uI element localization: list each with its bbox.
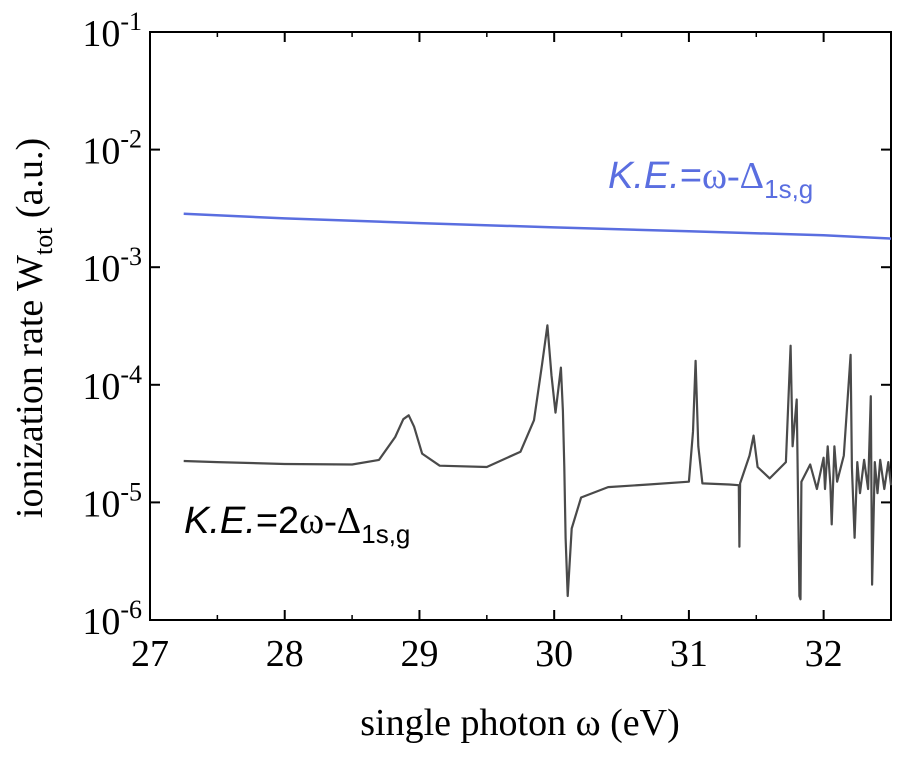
x-axis-label: single photon ω (eV) xyxy=(360,702,679,744)
y-tick-label: 10-4 xyxy=(82,360,142,408)
annotation-ke-2omega: K.E.=2ω-Δ1s,g xyxy=(184,500,410,549)
y-axis-label: ionization rate Wtot (a.u.) xyxy=(9,138,58,518)
y-tick-label: 10-1 xyxy=(82,7,142,55)
x-tick-label: 30 xyxy=(535,633,573,675)
x-tick-label: 29 xyxy=(400,633,438,675)
y-axis-label-tail: (a.u.) xyxy=(9,138,51,228)
x-tick-label: 28 xyxy=(266,633,304,675)
y-axis: 10-6 10-5 10-4 10-3 10-2 10-1 xyxy=(82,7,891,643)
y-tick-label: 10-3 xyxy=(82,242,142,290)
x-tick-label: 27 xyxy=(131,633,169,675)
y-tick-label: 10-2 xyxy=(82,125,142,173)
x-tick-label: 32 xyxy=(805,633,843,675)
y-tick-label: 10-5 xyxy=(82,477,142,525)
x-axis: 27 28 29 30 31 32 xyxy=(131,32,843,675)
y-tick-label: 10-6 xyxy=(82,595,142,643)
series-line-ke-2omega xyxy=(183,324,893,601)
series-line-ke-omega xyxy=(183,212,892,240)
y-axis-label-sub: tot xyxy=(29,227,58,255)
x-tick-label: 31 xyxy=(670,633,708,675)
plot-frame xyxy=(149,31,892,621)
annotation-ke-omega: K.E.=ω-Δ1s,g xyxy=(608,155,813,204)
